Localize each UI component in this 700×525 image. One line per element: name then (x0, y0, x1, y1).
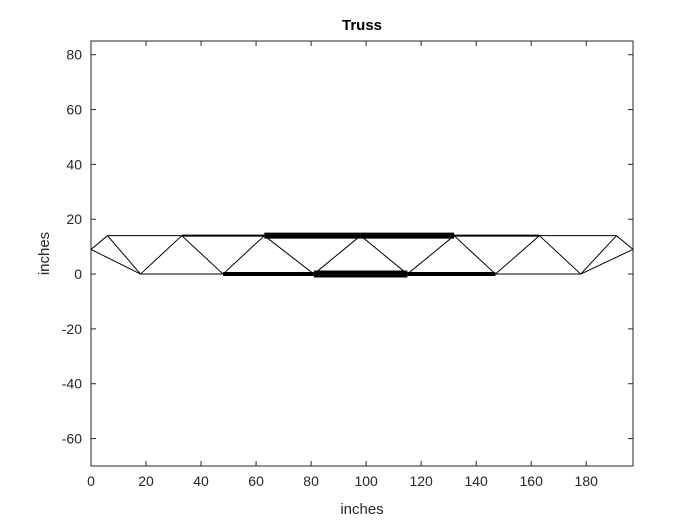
x-tick-label: 80 (303, 473, 319, 489)
x-tick-label: 60 (248, 473, 264, 489)
y-tick-label: -20 (62, 321, 82, 337)
truss-member (580, 235, 617, 275)
x-tick-label: 180 (575, 473, 599, 489)
truss-member (181, 235, 224, 275)
truss-member (453, 235, 496, 275)
x-tick-label: 0 (87, 473, 95, 489)
truss-member (222, 235, 265, 275)
x-tick-label: 120 (409, 473, 433, 489)
y-tick-label: 80 (66, 47, 82, 63)
x-tick-label: 100 (354, 473, 378, 489)
truss-member (90, 248, 141, 275)
plot-area: 0 20 40 60 80 100 120 140 160 180 -60 -40 -20 0 20 40 6… (62, 40, 634, 489)
truss-member (140, 235, 183, 275)
truss-member (264, 235, 315, 275)
y-axis-label: inches (36, 232, 53, 275)
chart-title: Truss (342, 17, 382, 34)
truss-member (360, 235, 408, 275)
x-tick-label: 20 (138, 473, 154, 489)
truss-member (90, 235, 108, 250)
truss-member (313, 235, 361, 275)
x-tick-label: 160 (520, 473, 544, 489)
x-tick-label: 140 (464, 473, 488, 489)
x-tick-label: 40 (193, 473, 209, 489)
x-axis-ticks: 0 20 40 60 80 100 120 140 160 180 (87, 41, 598, 489)
y-tick-label: -60 (62, 431, 82, 447)
truss-member (107, 235, 141, 275)
x-axis-label: inches (340, 501, 383, 518)
y-tick-label: -40 (62, 376, 82, 392)
truss-member (539, 235, 582, 275)
truss-member (616, 235, 634, 250)
y-tick-label: 20 (66, 211, 82, 227)
axes-box (90, 40, 634, 467)
truss-member (495, 235, 540, 275)
y-tick-label: 0 (74, 266, 82, 282)
truss-members (90, 232, 634, 278)
y-axis-ticks: -60 -40 -20 0 20 40 60 80 (62, 47, 633, 447)
truss-member (407, 235, 455, 275)
truss-member (580, 248, 634, 275)
y-tick-label: 60 (66, 102, 82, 118)
y-tick-label: 40 (66, 156, 82, 172)
